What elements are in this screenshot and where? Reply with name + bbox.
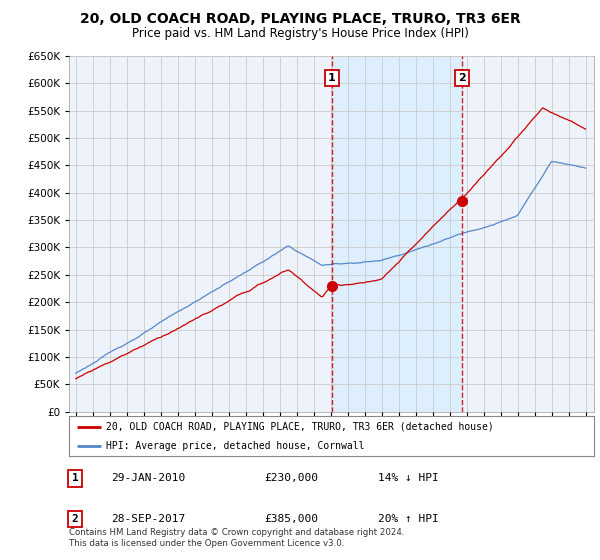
Text: 2: 2 <box>458 73 466 83</box>
Text: Contains HM Land Registry data © Crown copyright and database right 2024.
This d: Contains HM Land Registry data © Crown c… <box>69 528 404 548</box>
Bar <box>332 56 462 412</box>
Text: 20, OLD COACH ROAD, PLAYING PLACE, TRURO, TR3 6ER (detached house): 20, OLD COACH ROAD, PLAYING PLACE, TRURO… <box>106 422 493 432</box>
Text: £385,000: £385,000 <box>264 514 318 524</box>
Text: £230,000: £230,000 <box>264 473 318 483</box>
Text: 2: 2 <box>71 514 79 524</box>
Text: 1: 1 <box>71 473 79 483</box>
Text: 20, OLD COACH ROAD, PLAYING PLACE, TRURO, TR3 6ER: 20, OLD COACH ROAD, PLAYING PLACE, TRURO… <box>80 12 520 26</box>
Text: 1: 1 <box>328 73 336 83</box>
Text: Price paid vs. HM Land Registry's House Price Index (HPI): Price paid vs. HM Land Registry's House … <box>131 27 469 40</box>
Text: 14% ↓ HPI: 14% ↓ HPI <box>378 473 439 483</box>
Text: 20% ↑ HPI: 20% ↑ HPI <box>378 514 439 524</box>
Text: 29-JAN-2010: 29-JAN-2010 <box>111 473 185 483</box>
Text: 28-SEP-2017: 28-SEP-2017 <box>111 514 185 524</box>
Text: HPI: Average price, detached house, Cornwall: HPI: Average price, detached house, Corn… <box>106 441 364 450</box>
